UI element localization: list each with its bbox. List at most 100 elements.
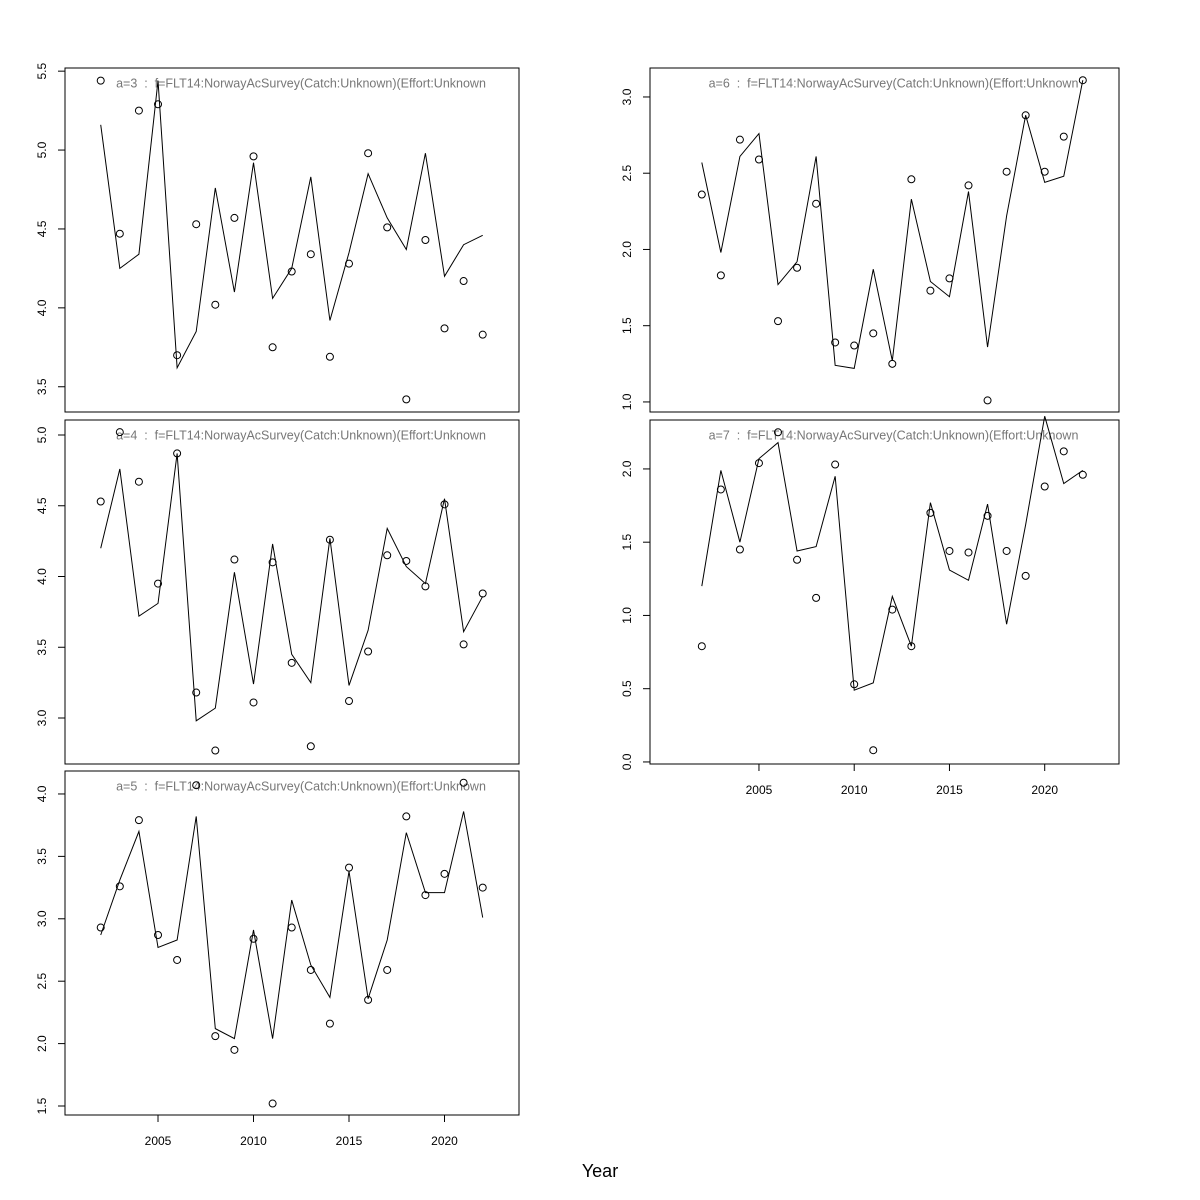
x-tick-label: 2015 <box>936 783 963 797</box>
data-point <box>192 220 201 229</box>
data-point <box>812 199 821 208</box>
data-point <box>211 1032 220 1041</box>
data-point <box>287 658 296 667</box>
data-point <box>230 213 239 222</box>
panel-title: a=5 : f=FLT14:NorwayAcSurvey(Catch:Unkno… <box>116 779 486 793</box>
data-point <box>249 698 258 707</box>
data-point <box>1059 132 1068 141</box>
data-point <box>926 286 935 295</box>
data-point <box>287 923 296 932</box>
y-tick-label: 5.0 <box>35 426 49 443</box>
data-point <box>364 647 373 656</box>
y-tick-label: 4.0 <box>35 568 49 585</box>
data-point <box>383 965 392 974</box>
data-point <box>211 300 220 309</box>
fitted-line <box>701 416 1084 691</box>
panel-title: a=4 : f=FLT14:NorwayAcSurvey(Catch:Unkno… <box>116 428 486 442</box>
data-point <box>115 229 124 238</box>
plot-frame <box>649 419 1120 765</box>
fitted-line <box>100 811 484 1040</box>
data-point <box>1040 482 1049 491</box>
data-point <box>325 535 334 544</box>
plot-frame <box>64 419 520 765</box>
y-tick-label: 2.5 <box>35 973 49 990</box>
data-point <box>154 579 163 588</box>
data-point <box>478 330 487 339</box>
data-point <box>402 556 411 565</box>
plot-frame <box>649 67 1120 413</box>
data-point <box>345 863 354 872</box>
data-point <box>96 497 105 506</box>
x-tick-label: 2020 <box>431 1134 458 1148</box>
data-point <box>754 155 763 164</box>
y-tick-label: 4.5 <box>35 497 49 514</box>
data-point <box>1002 167 1011 176</box>
y-tick-label: 1.5 <box>35 1097 49 1114</box>
x-tick-label: 2015 <box>336 1134 363 1148</box>
data-point <box>364 149 373 158</box>
data-point <box>735 545 744 554</box>
data-point <box>306 742 315 751</box>
data-point <box>115 882 124 891</box>
y-tick-label: 2.0 <box>620 241 634 258</box>
data-point <box>869 746 878 755</box>
data-point <box>173 955 182 964</box>
y-tick-label: 2.0 <box>35 1035 49 1052</box>
x-tick-label: 2020 <box>1031 783 1058 797</box>
data-point <box>249 152 258 161</box>
y-tick-label: 3.5 <box>35 378 49 395</box>
data-point <box>230 555 239 564</box>
y-tick-label: 3.0 <box>35 709 49 726</box>
y-tick-label: 4.5 <box>35 220 49 237</box>
data-point <box>345 697 354 706</box>
data-point <box>1078 76 1087 85</box>
data-point <box>774 317 783 326</box>
panel-title: a=7 : f=FLT14:NorwayAcSurvey(Catch:Unkno… <box>709 428 1079 442</box>
data-point <box>812 593 821 602</box>
fitted-line <box>100 453 484 722</box>
y-tick-label: 4.0 <box>35 785 49 802</box>
data-point <box>383 551 392 560</box>
data-point <box>115 428 124 437</box>
data-point <box>888 359 897 368</box>
data-point <box>134 477 143 486</box>
data-point <box>230 1045 239 1054</box>
data-point <box>96 923 105 932</box>
y-tick-label: 0.0 <box>620 753 634 770</box>
y-tick-label: 2.0 <box>620 460 634 477</box>
data-point <box>888 605 897 614</box>
data-point <box>1021 571 1030 580</box>
data-point <box>850 341 859 350</box>
data-point <box>154 931 163 940</box>
x-tick-label: 2005 <box>145 1134 172 1148</box>
data-point <box>154 100 163 109</box>
data-point <box>459 640 468 649</box>
fitted-line <box>100 80 483 370</box>
data-point <box>926 508 935 517</box>
data-point <box>831 338 840 347</box>
data-point <box>383 223 392 232</box>
data-point <box>983 511 992 520</box>
y-tick-label: 1.5 <box>620 317 634 334</box>
data-point <box>478 883 487 892</box>
data-point <box>192 781 201 790</box>
fitted-line <box>701 80 1084 369</box>
x-tick-label: 2010 <box>240 1134 267 1148</box>
data-point <box>793 555 802 564</box>
data-point <box>440 869 449 878</box>
data-point <box>983 396 992 405</box>
data-point <box>1021 111 1030 120</box>
data-point <box>964 548 973 557</box>
data-point <box>697 190 706 199</box>
y-tick-label: 3.0 <box>35 910 49 927</box>
data-point <box>831 460 840 469</box>
data-point <box>325 1019 334 1028</box>
data-point <box>1078 470 1087 479</box>
data-point <box>735 135 744 144</box>
y-tick-label: 2.5 <box>620 165 634 182</box>
plot-frame <box>64 770 520 1116</box>
panel-title: a=6 : f=FLT14:NorwayAcSurvey(Catch:Unkno… <box>709 76 1079 90</box>
y-tick-label: 0.5 <box>620 680 634 697</box>
data-point <box>459 778 468 787</box>
